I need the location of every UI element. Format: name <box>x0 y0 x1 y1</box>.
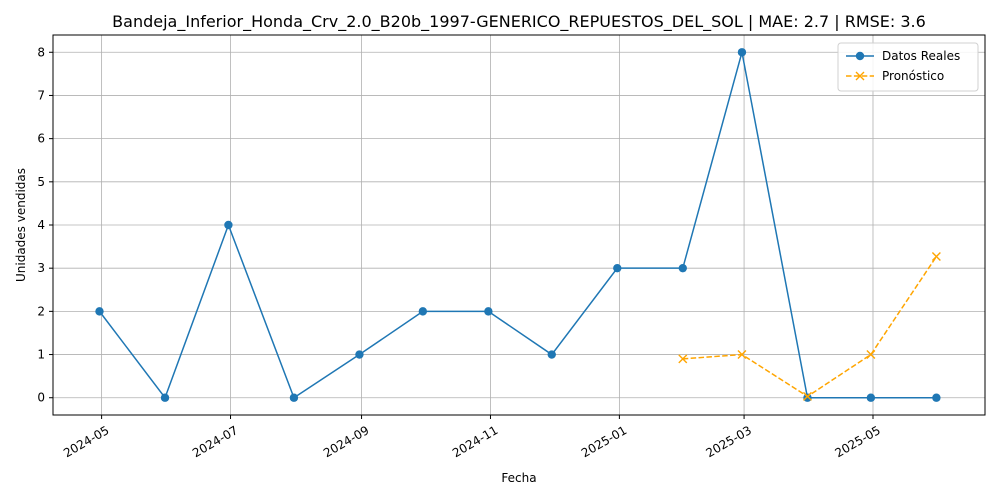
legend-marker <box>855 71 865 81</box>
y-tick-label: 4 <box>37 218 45 232</box>
x-tick-label: 2024-11 <box>450 423 500 460</box>
data-point <box>802 391 812 401</box>
data-point <box>678 354 688 364</box>
grid <box>53 35 985 415</box>
legend: Datos Reales Pronóstico <box>837 42 979 92</box>
x-axis-label: Fecha <box>501 471 536 485</box>
chart-title: Bandeja_Inferior_Honda_Crv_2.0_B20b_1997… <box>112 12 926 32</box>
x-tick-label: 2025-05 <box>832 423 882 460</box>
y-tick-label: 6 <box>37 132 45 146</box>
legend-marker <box>855 51 865 61</box>
y-axis-label: Unidades vendidas <box>14 168 28 282</box>
data-point <box>160 393 170 402</box>
data-point <box>547 350 556 359</box>
series-layer <box>95 48 941 402</box>
legend-label: Pronóstico <box>882 69 944 83</box>
series-line <box>98 52 937 400</box>
data-point <box>224 220 233 230</box>
legend-item: Pronóstico <box>846 69 944 83</box>
data-point <box>613 263 622 273</box>
data-point <box>678 263 687 273</box>
y-tick-label: 7 <box>37 88 45 102</box>
legend-item: Datos Reales <box>846 49 960 63</box>
data-point <box>866 393 876 402</box>
legend-label: Datos Reales <box>882 49 960 63</box>
data-point <box>931 252 941 262</box>
data-point <box>803 393 812 402</box>
data-point <box>95 307 104 316</box>
series-1 <box>678 252 941 401</box>
data-point <box>289 393 299 402</box>
y-tick-label: 0 <box>37 391 45 405</box>
data-point <box>484 307 493 316</box>
data-point <box>737 350 747 360</box>
series-line <box>682 256 938 398</box>
data-point <box>737 48 747 57</box>
x-tick-label: 2024-05 <box>61 423 111 460</box>
data-point <box>932 393 941 402</box>
x-tick-label: 2024-09 <box>321 423 371 460</box>
x-tick-label: 2025-03 <box>704 423 754 460</box>
x-tick-label: 2024-07 <box>190 423 240 460</box>
x-tick-label: 2025-01 <box>579 423 629 460</box>
y-tick-label: 5 <box>37 175 45 189</box>
data-point <box>418 307 428 316</box>
legend-box <box>837 42 979 92</box>
data-point <box>866 350 876 360</box>
data-point <box>355 350 364 359</box>
y-tick-label: 1 <box>37 348 45 362</box>
y-tick-label: 2 <box>37 304 45 318</box>
series-0 <box>95 48 941 402</box>
y-tick-label: 3 <box>37 261 45 275</box>
y-tick-label: 8 <box>37 45 45 59</box>
